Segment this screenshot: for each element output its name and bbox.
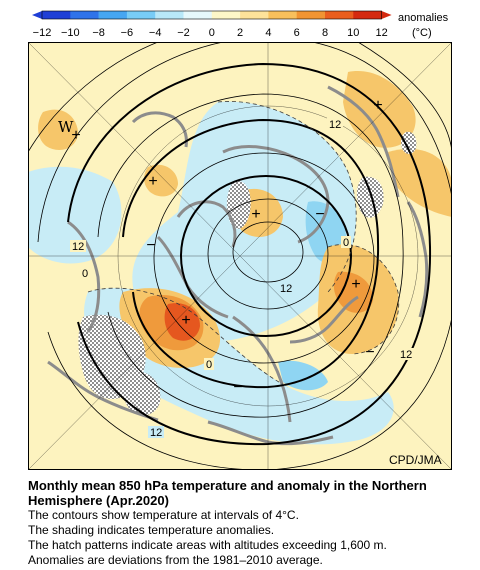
contour-label: 12 xyxy=(280,283,292,295)
colorbar-tick-label: 12 xyxy=(375,27,387,39)
contour-label: 12 xyxy=(329,119,341,131)
warm-anomaly-marker: + xyxy=(71,127,80,144)
contour-label: 0 xyxy=(343,237,349,249)
colorbar-tick-label: 8 xyxy=(322,27,328,39)
graticule xyxy=(28,42,452,470)
contour-labels: 12 12 12 12 12 0 0 0 xyxy=(70,118,414,439)
colorbar-swatch xyxy=(98,11,128,19)
cold-anomaly-marker: − xyxy=(146,237,155,254)
colorbar-tick-label: 4 xyxy=(265,27,271,39)
contour-label: 12 xyxy=(72,241,84,253)
caption-line: The contours show temperature at interva… xyxy=(28,508,299,522)
map-frame xyxy=(28,42,452,470)
colorbar-tick-label: 10 xyxy=(347,27,359,39)
warm-anomaly-marker: + xyxy=(351,276,360,293)
colorbar-swatch xyxy=(183,11,213,19)
colorbar-swatch xyxy=(353,11,382,19)
warm-anomaly-marker: + xyxy=(148,173,157,190)
colorbar-swatch xyxy=(268,11,297,19)
cold-anomaly-marker: − xyxy=(365,344,374,361)
colorbar-swatch xyxy=(296,11,326,19)
colorbar-tick-label: −2 xyxy=(177,27,190,39)
cold-anomaly-marker: − xyxy=(233,379,242,396)
warm-anomaly-marker: + xyxy=(251,206,260,223)
caption-line: The hatch patterns indicate areas with a… xyxy=(28,538,387,552)
anomaly-colorbar: −12 −10 −8 −6 −4 −2 0 2 4 6 8 10 12 anomalies (°C) xyxy=(32,10,449,39)
contour-label: 12 xyxy=(150,427,162,439)
figure-caption: Monthly mean 850 hPa temperature and ano… xyxy=(28,478,468,568)
colorbar-unit-line2: (°C) xyxy=(412,27,432,39)
colorbar-high-arrow xyxy=(381,11,392,19)
colorbar-swatch xyxy=(155,11,184,19)
contour-label: 0 xyxy=(82,268,88,280)
colorbar-swatch xyxy=(240,11,269,19)
colorbar-tick-label: 0 xyxy=(209,27,215,39)
colorbar-low-arrow xyxy=(32,11,42,19)
colorbar-tick-label: −10 xyxy=(61,27,80,39)
colorbar-tick-label: 2 xyxy=(237,27,243,39)
warm-anomaly-marker: + xyxy=(373,97,382,114)
colorbar-swatch xyxy=(211,11,241,19)
colorbar-swatch xyxy=(42,11,71,19)
contour-label: 0 xyxy=(206,359,212,371)
colorbar-swatch xyxy=(70,11,99,19)
colorbar-tick-label: −12 xyxy=(33,27,52,39)
warm-anomaly-marker: + xyxy=(181,312,190,329)
zero-anomaly-contours xyxy=(87,101,400,388)
colorbar-outline xyxy=(41,10,382,20)
caption-line: The shading indicates temperature anomal… xyxy=(28,523,275,537)
caption-line: Anomalies are deviations from the 1981–2… xyxy=(28,553,323,567)
anomaly-center-markers: + + + + + + − − − − xyxy=(71,97,382,396)
colorbar-tick-label: −8 xyxy=(92,27,105,39)
caption-title: Monthly mean 850 hPa temperature and ano… xyxy=(28,478,427,508)
map-credit: CPD/JMA xyxy=(389,453,442,467)
colorbar-tick-label: 6 xyxy=(294,27,300,39)
high-altitude-hatching xyxy=(78,131,417,416)
colorbar-swatch xyxy=(126,11,156,19)
colorbar-tick-label: −6 xyxy=(121,27,134,39)
wind-marker: W xyxy=(58,118,74,136)
contour-label: 12 xyxy=(400,349,412,361)
cold-anomaly-marker: − xyxy=(315,206,324,223)
colorbar-tick-label: −4 xyxy=(149,27,162,39)
colorbar-swatch xyxy=(325,11,354,19)
colorbar-unit-line1: anomalies xyxy=(398,12,449,24)
polar-stereographic-map: 12 12 12 12 12 0 0 0 + + + + + + − − − xyxy=(28,42,452,470)
